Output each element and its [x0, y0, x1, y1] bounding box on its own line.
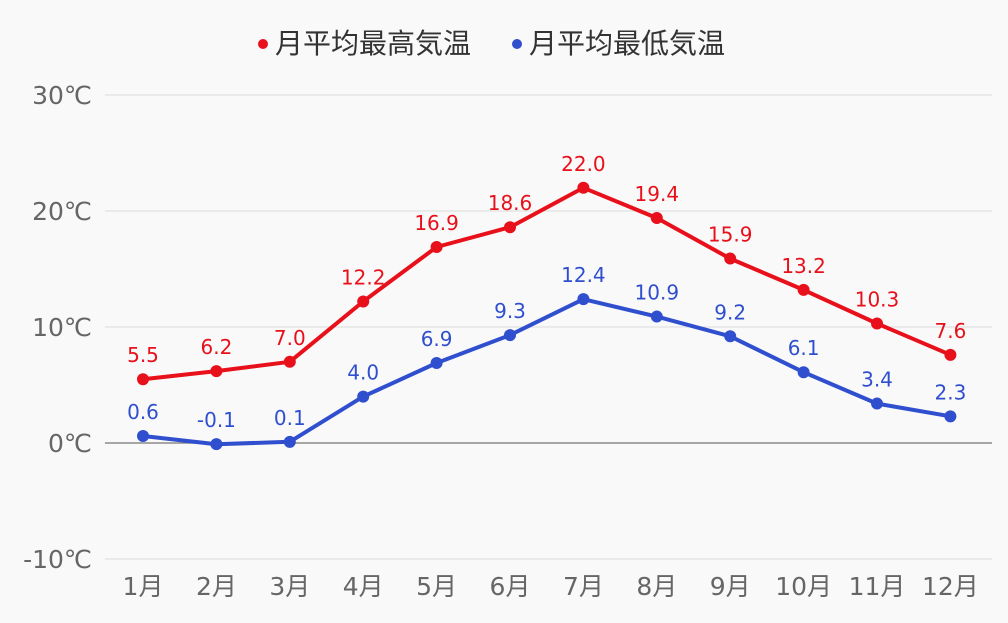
- data-point[interactable]: [577, 181, 590, 194]
- x-axis: 1月 2月 3月 4月 5月 6月 7月 8月 9月 10月 11月 12月: [123, 572, 979, 601]
- x-tick-label: 8月: [636, 572, 677, 601]
- data-label: 6.1: [788, 336, 820, 360]
- data-label: 6.2: [200, 335, 232, 359]
- data-point[interactable]: [724, 330, 737, 343]
- data-label: 7.6: [934, 319, 966, 343]
- data-label: 9.2: [714, 300, 746, 324]
- data-label: 16.9: [414, 211, 459, 235]
- data-point[interactable]: [430, 240, 443, 253]
- data-label: 6.9: [421, 327, 453, 351]
- legend-label: 月平均最低気温: [529, 27, 725, 60]
- data-point[interactable]: [283, 355, 296, 368]
- series-line: [141, 297, 953, 447]
- data-point[interactable]: [504, 329, 516, 342]
- y-tick-label: 0℃: [48, 429, 92, 458]
- data-label: 7.0: [274, 326, 306, 350]
- data-label: 12.4: [561, 263, 606, 287]
- data-point[interactable]: [871, 317, 883, 330]
- data-point[interactable]: [724, 252, 737, 265]
- x-tick-label: 1月: [123, 572, 164, 601]
- x-tick-label: 9月: [710, 572, 751, 601]
- data-point[interactable]: [504, 221, 516, 234]
- data-point[interactable]: [137, 373, 149, 386]
- data-label: 22.0: [561, 152, 606, 176]
- series-line: [141, 185, 953, 382]
- x-tick-label: 3月: [269, 572, 310, 601]
- data-label: 9.3: [494, 299, 526, 323]
- data-point[interactable]: [210, 438, 223, 451]
- data-point[interactable]: [283, 435, 296, 448]
- y-axis: 30℃ 20℃ 10℃ 0℃ -10℃: [23, 81, 92, 574]
- data-point[interactable]: [650, 211, 663, 224]
- data-point[interactable]: [137, 430, 149, 443]
- data-label: -0.1: [197, 408, 236, 432]
- data-label: 10.3: [855, 288, 900, 312]
- legend-label: 月平均最高気温: [275, 27, 471, 60]
- legend-item[interactable]: 月平均最低気温: [512, 27, 725, 60]
- legend: 月平均最高気温 月平均最低気温: [258, 27, 725, 60]
- x-tick-label: 11月: [849, 572, 906, 601]
- data-point[interactable]: [430, 356, 443, 369]
- y-tick-label: 30℃: [32, 81, 92, 110]
- data-label: 10.9: [635, 281, 680, 305]
- x-tick-label: 2月: [196, 572, 237, 601]
- x-tick-label: 4月: [343, 572, 384, 601]
- data-point[interactable]: [577, 293, 590, 306]
- series-max: 5.5 6.2 7.0 12.2 16.9 18.6 22.0 19.4 15.9 13.2 10.…: [127, 152, 966, 386]
- data-label: 13.2: [781, 254, 826, 278]
- data-label: 19.4: [635, 182, 680, 206]
- data-point[interactable]: [944, 348, 957, 361]
- legend-marker: [512, 39, 522, 49]
- data-point[interactable]: [357, 295, 370, 308]
- grid: [105, 94, 992, 560]
- y-tick-label: 20℃: [32, 197, 92, 226]
- data-label: 18.6: [488, 191, 533, 215]
- x-tick-label: 5月: [416, 572, 457, 601]
- legend-marker: [258, 39, 268, 49]
- data-point[interactable]: [357, 390, 370, 403]
- data-label: 4.0: [347, 361, 379, 385]
- x-tick-label: 7月: [563, 572, 604, 601]
- y-tick-label: -10℃: [23, 545, 92, 574]
- data-label: 12.2: [341, 265, 386, 289]
- y-tick-label: 10℃: [32, 313, 92, 342]
- data-label: 15.9: [708, 223, 753, 247]
- x-tick-label: 10月: [775, 572, 832, 601]
- data-label: 0.1: [274, 406, 306, 430]
- data-point[interactable]: [944, 410, 957, 423]
- x-tick-label: 12月: [922, 572, 979, 601]
- legend-item[interactable]: 月平均最高気温: [258, 27, 471, 60]
- data-label: 2.3: [934, 380, 966, 404]
- data-point[interactable]: [650, 310, 663, 323]
- data-point[interactable]: [797, 283, 810, 296]
- data-point[interactable]: [871, 397, 883, 410]
- data-label: 0.6: [127, 400, 159, 424]
- data-point[interactable]: [210, 365, 223, 378]
- series-min: 0.6 -0.1 0.1 4.0 6.9 9.3 12.4 10.9 9.2 6.1 3.4 2.3: [127, 263, 966, 451]
- data-point[interactable]: [797, 366, 810, 379]
- series-group: 5.5 6.2 7.0 12.2 16.9 18.6 22.0 19.4 15.9 13.2 10.…: [127, 152, 966, 451]
- x-tick-label: 6月: [490, 572, 531, 601]
- data-label: 3.4: [861, 368, 893, 392]
- data-label: 5.5: [127, 343, 159, 367]
